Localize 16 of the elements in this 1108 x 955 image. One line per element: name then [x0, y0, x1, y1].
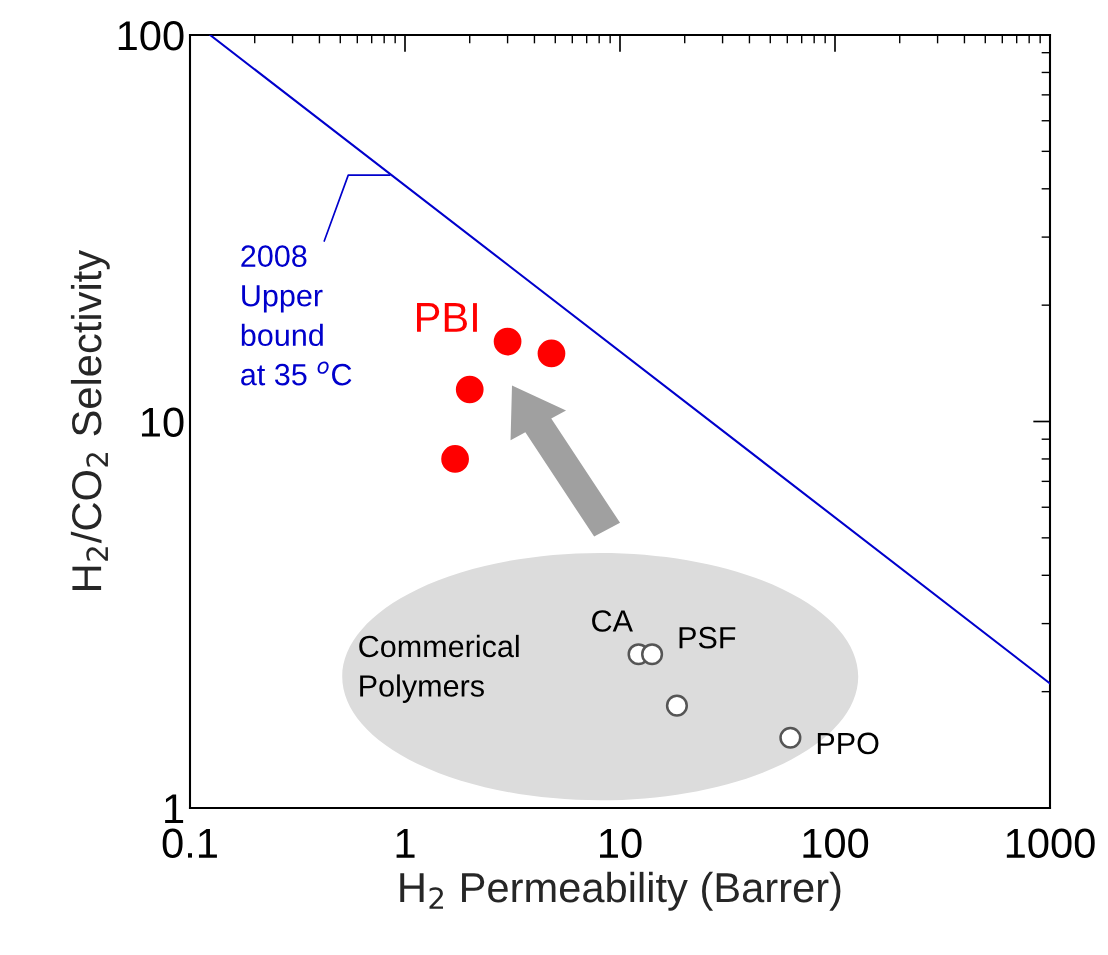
annotation: PBI: [417, 303, 477, 332]
x-tick-label: 1000: [1006, 828, 1095, 859]
y-tick-label: 1: [165, 794, 184, 824]
x-tick-label: 0.1: [162, 828, 217, 859]
annotation: Commerical Polymers: [359, 634, 519, 703]
x-axis-title: H$_{2}$ Permeability (Barrer): [400, 871, 841, 911]
annotation: CA: [592, 610, 633, 632]
annotation: 2008 Upper bound at 35 $^{o}$C: [241, 245, 352, 386]
y-tick-label: 10: [141, 407, 184, 438]
annotation: PSF: [679, 626, 736, 649]
annotation: PPO: [817, 732, 879, 755]
y-tick-label: 100: [118, 21, 184, 51]
x-tick-label: 1: [396, 828, 415, 858]
y-axis-title: H$_{2}$/CO$_{2}$ Selectivity: [70, 249, 110, 590]
x-tick-label: 10: [600, 828, 642, 859]
x-tick-label: 100: [803, 828, 869, 859]
